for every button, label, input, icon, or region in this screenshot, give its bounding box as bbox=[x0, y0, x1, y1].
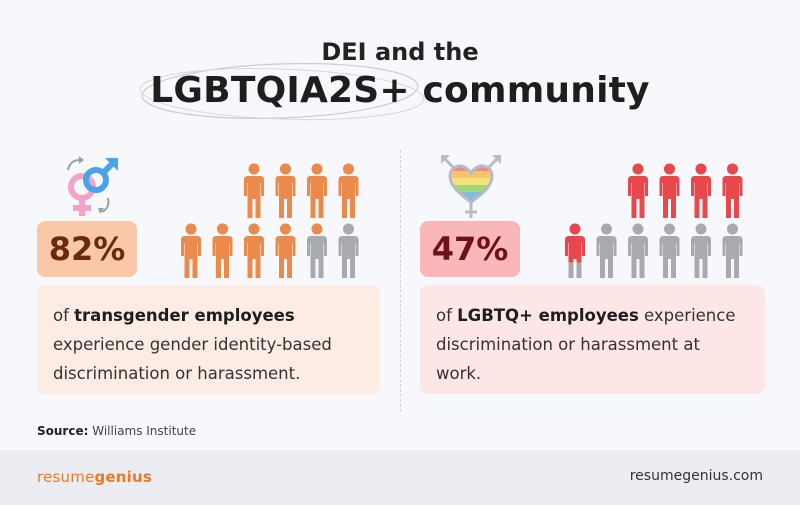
right-percent-badge: 47% bbox=[420, 221, 520, 277]
right-person-icon bbox=[596, 223, 617, 278]
left-description: of transgender employees experience gend… bbox=[37, 285, 380, 394]
right-description: of LGBTQ+ employees experience discrimin… bbox=[420, 285, 765, 394]
right-person-icon bbox=[691, 223, 711, 278]
title-line-2: LGBTQIA2S+ community bbox=[150, 70, 650, 111]
left-person-icon bbox=[275, 223, 296, 278]
left-desc-pre: of bbox=[53, 306, 75, 325]
right-person-icon bbox=[722, 223, 743, 278]
left-person-icon bbox=[181, 223, 201, 278]
left-percent-badge: 82% bbox=[37, 221, 137, 277]
left-person-icon bbox=[338, 223, 359, 278]
right-person-icon bbox=[722, 163, 743, 218]
swoosh-decoration-icon bbox=[139, 62, 425, 121]
left-person-icon bbox=[307, 223, 327, 278]
site-link[interactable]: resumegenius.com bbox=[629, 468, 763, 484]
left-person-icon bbox=[307, 163, 327, 218]
right-person-icon bbox=[565, 223, 585, 278]
right-desc-pre: of bbox=[436, 306, 458, 325]
source-text: Williams Institute bbox=[88, 424, 197, 438]
right-person-icon bbox=[691, 163, 711, 218]
source-note: Source: Williams Institute bbox=[37, 424, 196, 438]
title-line-1: DEI and the bbox=[321, 38, 479, 66]
source-label: Source: bbox=[37, 424, 89, 438]
title-area: DEI and the LGBTQIA2S+ community bbox=[0, 0, 800, 130]
brand-part-2: genius bbox=[94, 468, 152, 486]
right-person-icon bbox=[659, 223, 680, 278]
right-person-icon bbox=[628, 163, 648, 218]
left-desc-post: experience gender identity-based discrim… bbox=[53, 335, 332, 383]
left-person-icon bbox=[244, 163, 264, 218]
right-people-pictogram bbox=[565, 163, 743, 278]
left-person-icon bbox=[338, 163, 359, 218]
right-desc-post: experience discrimination or harassment … bbox=[436, 306, 736, 383]
lgbtq-heart-symbol-icon bbox=[441, 155, 501, 218]
panel-divider bbox=[400, 150, 401, 412]
brand-part-1: resume bbox=[37, 468, 95, 486]
transgender-symbol-icon bbox=[67, 156, 118, 216]
right-person-icon bbox=[659, 163, 680, 218]
right-desc-bold: LGBTQ+ employees bbox=[457, 306, 639, 325]
left-desc-bold: transgender employees bbox=[74, 306, 295, 325]
left-person-icon bbox=[212, 223, 233, 278]
left-person-icon bbox=[244, 223, 264, 278]
brand-logo[interactable]: resumegenius bbox=[37, 468, 152, 486]
footer: resumegenius resumegenius.com bbox=[0, 450, 800, 505]
left-people-pictogram bbox=[181, 163, 359, 278]
right-person-icon bbox=[628, 223, 648, 278]
left-person-icon bbox=[275, 163, 296, 218]
